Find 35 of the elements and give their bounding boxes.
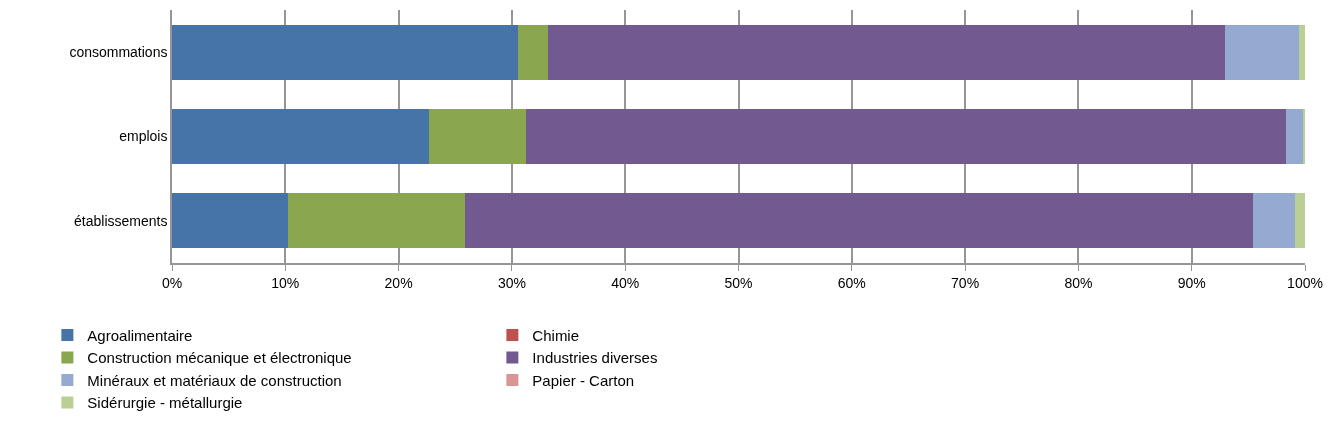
y-tick-label: emplois: [119, 128, 168, 145]
bar: [1252, 193, 1295, 249]
x-tick-label: 70%: [951, 274, 980, 291]
legend-label: Agroalimentaire: [87, 326, 193, 344]
x-tick-label: 30%: [497, 274, 526, 291]
y-tick-label: établissements: [74, 212, 168, 229]
y-tick-label: consommations: [69, 44, 168, 61]
bar: [465, 193, 1253, 249]
bar: [525, 109, 1286, 164]
bar: [172, 109, 430, 164]
bar: [287, 193, 466, 249]
legend-label: Industries diverses: [532, 349, 658, 367]
bar: [1224, 24, 1300, 80]
bar: [517, 24, 549, 80]
legend-label: Minéraux et matériaux de construction: [87, 371, 342, 389]
bar: [1299, 24, 1305, 80]
bar: [1294, 193, 1305, 249]
bar: [1285, 109, 1303, 164]
x-tick-label: 10%: [271, 274, 300, 291]
legend-label: Sidérurgie - métallurgie: [87, 394, 243, 412]
legend-label: Construction mécanique et électronique: [87, 349, 352, 367]
bar: [548, 24, 1225, 80]
x-tick-label: 0%: [161, 274, 183, 291]
bar: [172, 24, 518, 80]
legend-label: Chimie: [532, 326, 580, 344]
bar: [172, 193, 288, 249]
x-tick-label: 50%: [724, 274, 753, 291]
x-tick-label: 100%: [1287, 274, 1323, 291]
x-tick-label: 20%: [384, 274, 413, 291]
x-tick-label: 90%: [1177, 274, 1206, 291]
x-tick-label: 80%: [1064, 274, 1093, 291]
x-tick-label: 60%: [837, 274, 866, 291]
x-tick-label: 40%: [611, 274, 640, 291]
bar: [429, 109, 526, 164]
legend-label: Papier - Carton: [532, 371, 635, 389]
